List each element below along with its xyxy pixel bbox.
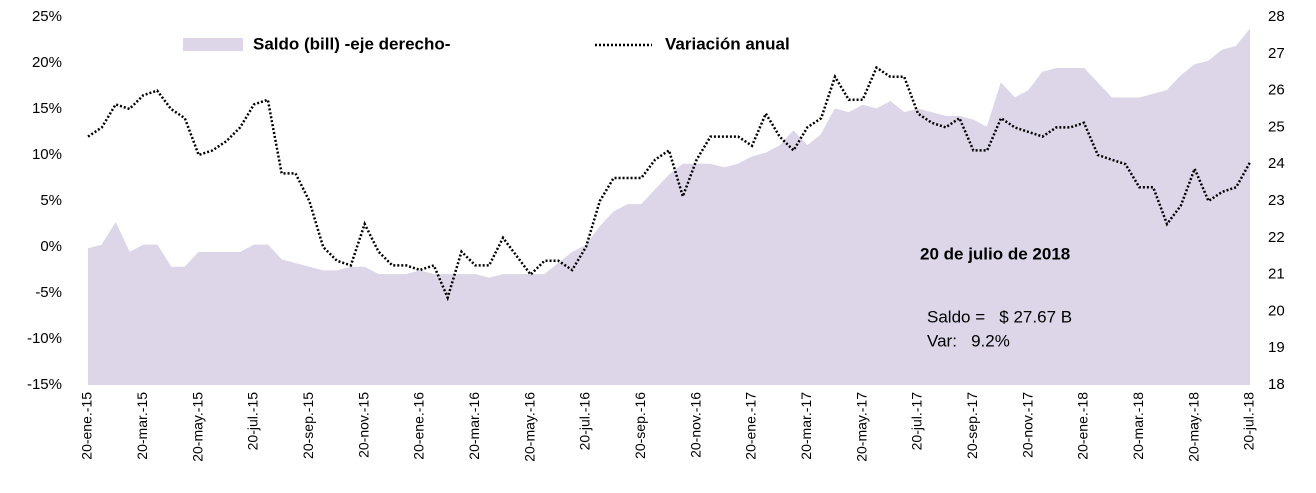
x-tick-label: 20-mar.-15 bbox=[134, 392, 150, 460]
y2-tick-label: 24 bbox=[1268, 155, 1285, 172]
x-tick-label: 20-jul.-17 bbox=[909, 392, 925, 451]
annotation-var: Var: 9.2% bbox=[927, 331, 1010, 350]
x-tick-label: 20-ene.-17 bbox=[743, 392, 759, 460]
x-tick-label: 20-ene.-16 bbox=[411, 392, 427, 460]
y2-tick-label: 18 bbox=[1268, 376, 1285, 393]
x-tick-label: 20-sep.-16 bbox=[632, 392, 648, 459]
y2-tick-label: 22 bbox=[1268, 229, 1285, 246]
x-tick-label: 20-mar.-17 bbox=[798, 392, 814, 460]
x-tick-label: 20-may.-18 bbox=[1185, 392, 1201, 462]
y2-tick-label: 25 bbox=[1268, 118, 1285, 135]
x-tick-label: 20-may.-16 bbox=[521, 392, 537, 462]
x-tick-label: 20-may.-17 bbox=[853, 392, 869, 462]
x-tick-label: 20-jul.-15 bbox=[245, 392, 261, 451]
y2-tick-label: 23 bbox=[1268, 192, 1285, 209]
y-tick-label: 20% bbox=[32, 54, 62, 71]
legend-label: Saldo (bill) -eje derecho- bbox=[253, 34, 450, 53]
y-tick-label: 15% bbox=[32, 100, 62, 117]
y2-tick-label: 20 bbox=[1268, 302, 1285, 319]
line bbox=[87, 65, 1252, 302]
x-tick-label: 20-may.-15 bbox=[189, 392, 205, 462]
y2-tick-label: 19 bbox=[1268, 339, 1285, 356]
y-tick-label: 0% bbox=[40, 238, 62, 255]
y-tick-label: -5% bbox=[35, 284, 62, 301]
y2-tick-label: 26 bbox=[1268, 82, 1285, 99]
y-tick-label: 25% bbox=[32, 8, 62, 25]
x-tick-label: 20-jul.-18 bbox=[1241, 392, 1257, 451]
annotation-saldo: Saldo = $ 27.67 B bbox=[927, 307, 1072, 326]
x-tick-label: 20-nov.-17 bbox=[1019, 392, 1035, 458]
area-edge bbox=[87, 28, 1251, 279]
y-tick-label: -15% bbox=[27, 376, 62, 393]
y-tick-label: 10% bbox=[32, 146, 62, 163]
x-tick-label: 20-sep.-17 bbox=[964, 392, 980, 459]
x-tick-label: 20-ene.-18 bbox=[1075, 392, 1091, 460]
area-fill bbox=[88, 29, 1250, 385]
y-tick-label: 5% bbox=[40, 192, 62, 209]
x-tick-label: 20-jul.-16 bbox=[577, 392, 593, 451]
x-tick-label: 20-mar.-18 bbox=[1130, 392, 1146, 460]
y2-tick-label: 28 bbox=[1268, 8, 1285, 25]
x-tick-label: 20-ene.-15 bbox=[79, 392, 95, 460]
legend-label: Variación anual bbox=[665, 34, 790, 53]
annotation-date: 20 de julio de 2018 bbox=[920, 244, 1070, 263]
x-tick-label: 20-nov.-16 bbox=[687, 392, 703, 458]
x-tick-label: 20-mar.-16 bbox=[466, 392, 482, 460]
y-tick-label: -10% bbox=[27, 330, 62, 347]
x-tick-label: 20-nov.-15 bbox=[355, 392, 371, 458]
x-tick-label: 20-sep.-15 bbox=[300, 392, 316, 459]
y2-tick-label: 21 bbox=[1268, 266, 1285, 283]
y2-tick-label: 27 bbox=[1268, 45, 1285, 62]
legend-swatch bbox=[183, 38, 243, 51]
